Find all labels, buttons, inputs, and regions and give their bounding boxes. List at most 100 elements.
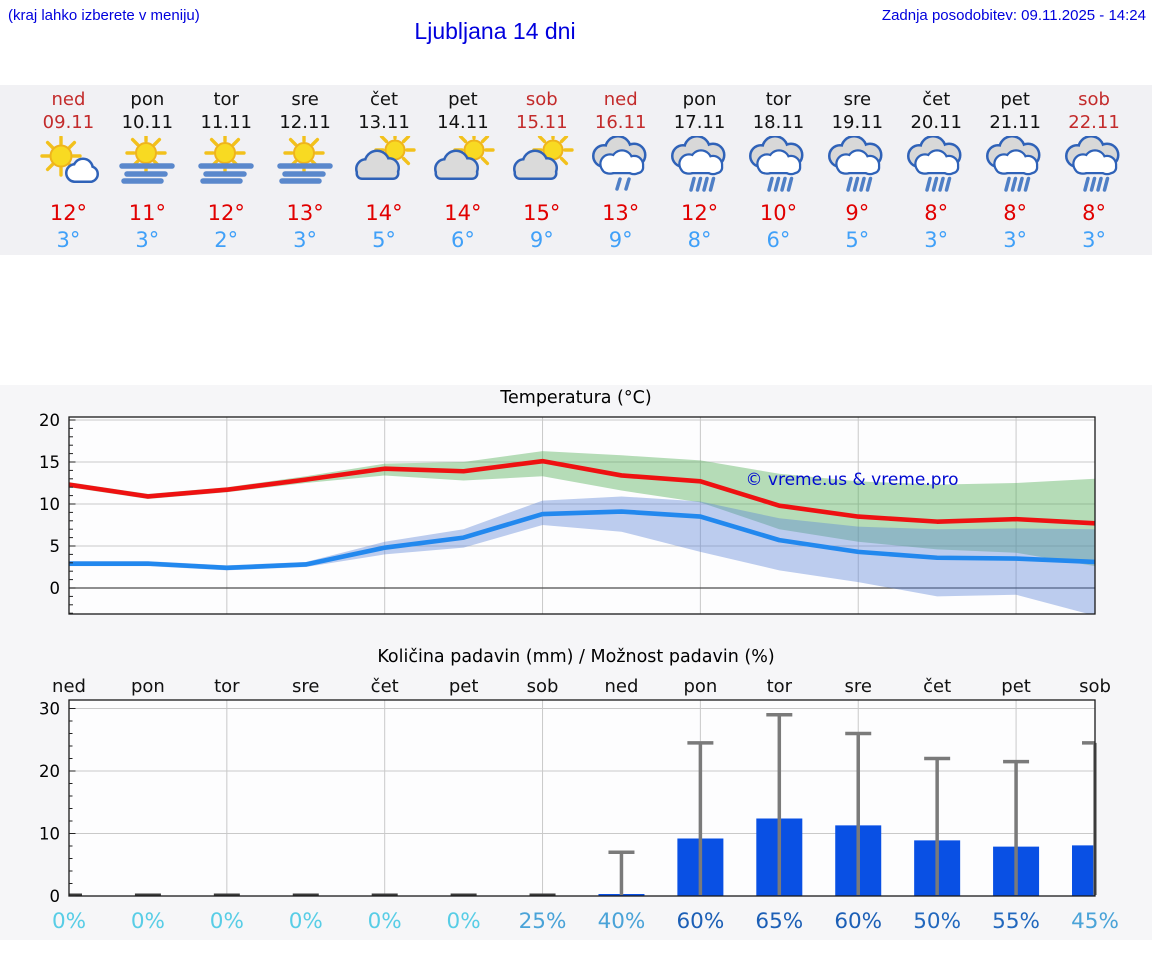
forecast-day: pon 10.11 11° 3° (108, 85, 187, 255)
max-temperature-line (69, 458, 1095, 526)
probability-label: 0% (52, 909, 86, 934)
day-label: tor (214, 676, 240, 697)
probability-label: 0% (368, 909, 402, 934)
day-name: sre (843, 89, 872, 110)
rain-icon (983, 136, 1047, 196)
probability-label: 50% (913, 909, 961, 934)
zero-precip-tick (69, 893, 82, 896)
rain-icon (904, 136, 968, 196)
min-temperature: 6° (766, 228, 791, 252)
rain-icon (1062, 136, 1126, 196)
min-temperature: 8° (687, 228, 712, 252)
day-label: pet (449, 676, 479, 697)
forecast-day: tor 18.11 10° 6° (739, 85, 818, 255)
location-menu-hint: (kraj lahko izberete v meniju) (8, 7, 200, 24)
probability-label: 45% (1071, 909, 1119, 934)
sun-fog-icon (273, 136, 337, 196)
day-date: 22.11 (1068, 112, 1120, 133)
temp-plot-border (68, 416, 1096, 615)
max-temperature: 12° (680, 201, 719, 225)
min-temperature: 5° (845, 228, 870, 252)
rain-icon (746, 136, 810, 196)
min-temperature: 6° (450, 228, 475, 252)
charts-section: Temperatura (°C) 0 5 10 15 20 © vreme.us & vr… (0, 385, 1152, 940)
cloud-sun-icon (510, 136, 574, 196)
precip-gridlines (69, 700, 1095, 896)
day-label: pon (683, 676, 717, 697)
sun-fog-icon (115, 136, 179, 196)
day-label: tor (767, 676, 793, 697)
min-temperature: 9° (608, 228, 633, 252)
max-temperature: 8° (1003, 201, 1028, 225)
precipitation-chart-title: Količina padavin (mm) / Možnost padavin … (377, 647, 775, 667)
forecast-day: čet 13.11 14° 5° (345, 85, 424, 255)
max-temperature: 9° (845, 201, 870, 225)
day-label: sob (527, 676, 559, 697)
min-temperature-range-band (69, 496, 1095, 614)
probability-label: 0% (131, 909, 165, 934)
min-temperature: 9° (529, 228, 554, 252)
max-temperature: 15° (523, 201, 561, 225)
y-axis-label: 5 (50, 537, 61, 556)
max-temperature: 13° (602, 201, 640, 225)
zero-precip-tick (292, 893, 319, 896)
cloud-sun-icon (431, 136, 495, 196)
day-name: pet (1000, 89, 1030, 110)
page-title: Ljubljana 14 dni (414, 18, 576, 44)
forecast-day: pet 21.11 8° 3° (976, 85, 1055, 255)
y-axis-label: 0 (50, 579, 61, 598)
forecast-day: sre 12.11 13° 3° (266, 85, 345, 255)
temp-gridlines (69, 417, 1095, 614)
max-temperature: 13° (286, 201, 324, 225)
min-temperature: 3° (924, 228, 949, 252)
forecast-day: ned 09.11 12° 3° (29, 85, 108, 255)
day-label: sre (844, 676, 871, 697)
y-axis-label: 15 (39, 453, 60, 472)
min-temperature: 5° (372, 228, 396, 252)
rain-icon (668, 136, 732, 196)
day-date: 17.11 (673, 112, 726, 133)
day-name: pon (682, 89, 717, 110)
forecast-day: tor 11.11 12° 2° (187, 85, 266, 255)
temp-y-ticks (69, 419, 76, 614)
day-label: čet (371, 676, 399, 697)
sun-fog-icon (194, 136, 258, 196)
max-temperature: 12° (207, 201, 245, 225)
day-date: 15.11 (516, 112, 568, 133)
day-date: 19.11 (831, 112, 884, 133)
precip-plot-border (68, 699, 1096, 897)
probability-label: 60% (676, 909, 724, 934)
probability-label: 60% (834, 909, 882, 934)
y-axis-label: 10 (39, 825, 60, 844)
precipitation-chart: 0 10 20 30 ned pon tor sre čet pet sob ned pon tor sre… (39, 676, 1119, 934)
probability-label: 65% (755, 909, 803, 934)
zero-precip-tick (134, 893, 161, 896)
probability-label: 55% (992, 909, 1040, 934)
temp-y-labels: 0 5 10 15 20 (39, 413, 60, 598)
y-axis-label: 0 (50, 887, 61, 906)
probability-label: 40% (598, 909, 646, 934)
forecast-day: ned 16.11 13° 9° (581, 85, 660, 255)
day-date: 12.11 (279, 112, 331, 133)
day-date: 09.11 (42, 112, 95, 133)
forecast-day: sob 15.11 15° 9° (502, 85, 581, 255)
max-temperature: 12° (49, 201, 88, 225)
watermark: © vreme.us & vreme.pro (745, 470, 958, 490)
page-header: (kraj lahko izberete v meniju) Ljubljana… (0, 0, 1152, 85)
forecast-day: pet 14.11 14° 6° (423, 85, 502, 255)
zero-precip-tick (450, 893, 477, 896)
day-label: pet (1001, 676, 1031, 697)
min-temperature-line (69, 509, 1095, 571)
y-axis-label: 20 (39, 413, 60, 430)
sun-cloud-icon (36, 136, 100, 196)
forecast-day: sre 19.11 9° 5° (818, 85, 897, 255)
day-date: 14.11 (437, 112, 489, 133)
day-label: sre (292, 676, 319, 697)
min-temperature: 3° (1003, 228, 1028, 252)
day-name: pon (130, 89, 165, 110)
min-temperature: 3° (56, 228, 81, 252)
y-axis-label: 10 (39, 495, 60, 514)
min-temperature: 3° (293, 228, 318, 252)
max-temperature: 10° (759, 201, 798, 225)
temperature-chart: 0 5 10 15 20 © vreme.us & vreme.pro (39, 413, 1096, 615)
